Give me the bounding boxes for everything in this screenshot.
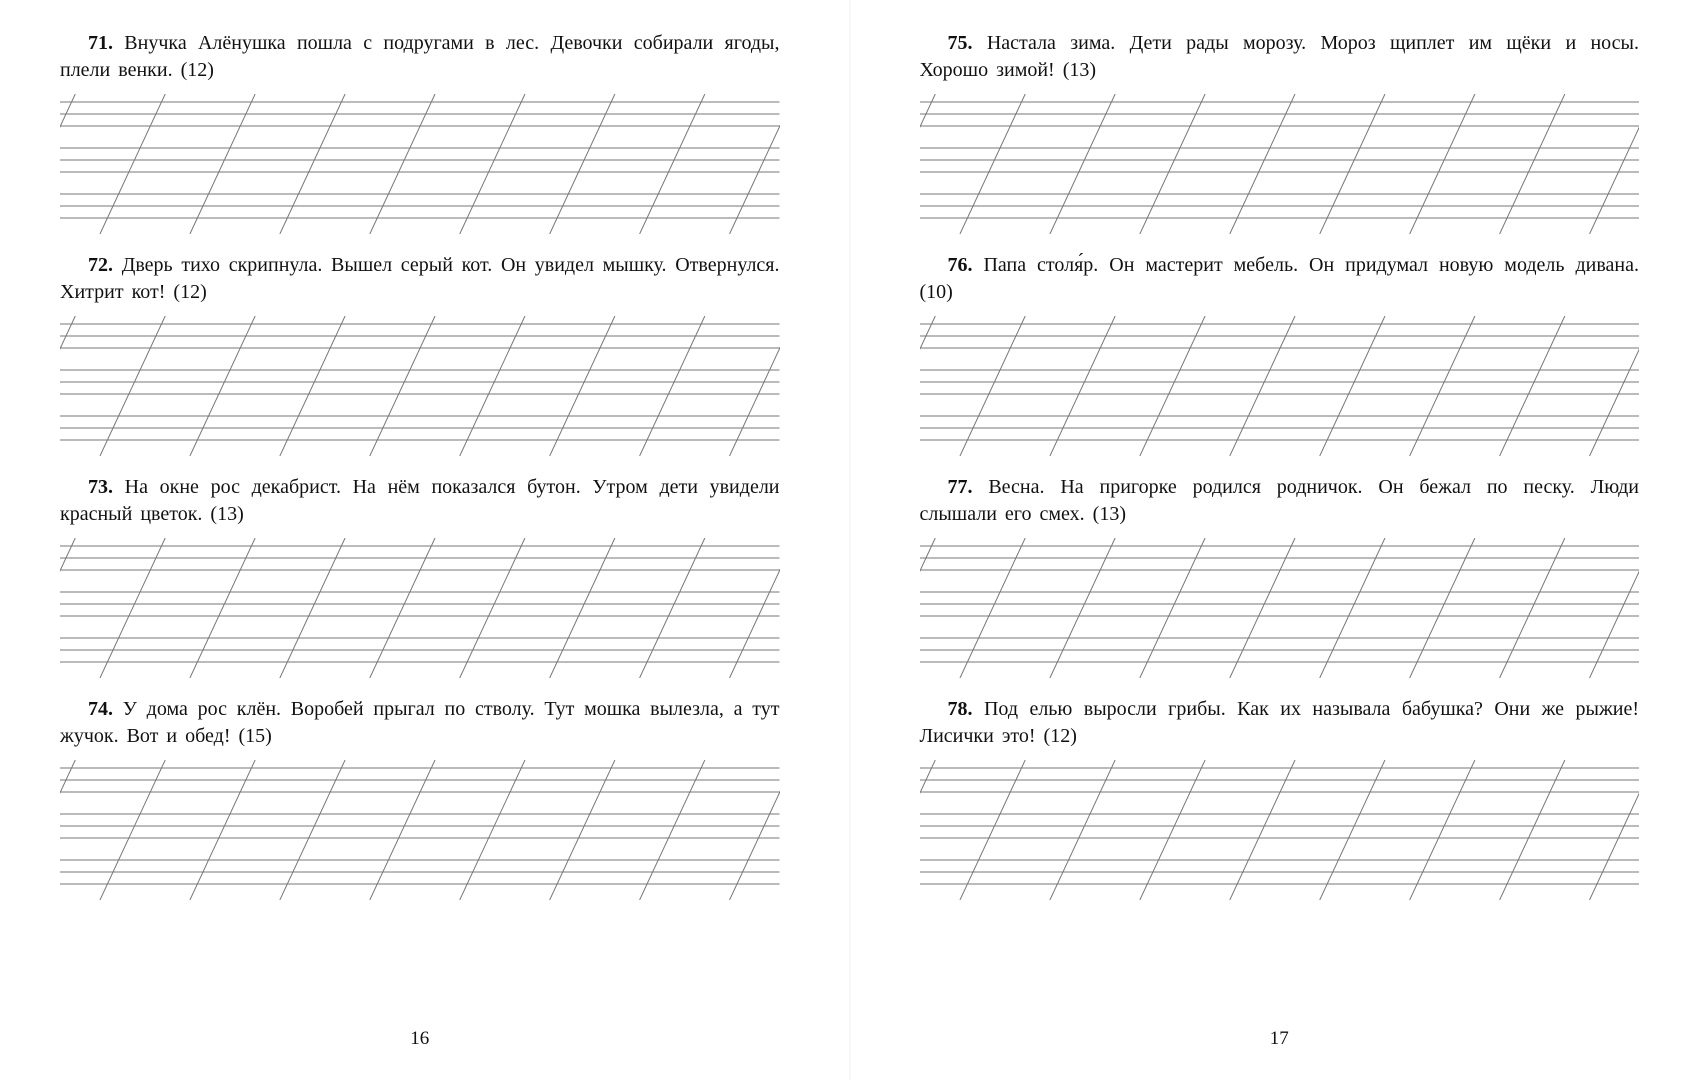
right-page: 75. Настала зима. Дети рады морозу. Моро… xyxy=(850,0,1699,1080)
writing-area xyxy=(60,538,780,678)
writing-area xyxy=(60,94,780,234)
exercise-number: 78. xyxy=(948,698,973,720)
exercise-body: Весна. На пригорке родился родничок. Он … xyxy=(920,476,1640,525)
page-spread: 71. Внучка Алёнушка пошла с подругами в … xyxy=(0,0,1699,1080)
writing-area xyxy=(920,94,1640,234)
left-page: 71. Внучка Алёнушка пошла с подругами в … xyxy=(0,0,850,1080)
exercise-body: Папа столя́р. Он мастерит мебель. Он при… xyxy=(920,254,1640,303)
exercise-text: 76. Папа столя́р. Он мастерит мебель. Он… xyxy=(920,252,1640,306)
exercise-73: 73. На окне рос декабрист. На нём показа… xyxy=(60,474,780,678)
exercise-body: У дома рос клён. Воробей прыгал по ствол… xyxy=(60,698,780,747)
exercise-text: 78. Под елью выросли грибы. Как их назыв… xyxy=(920,696,1640,750)
exercise-number: 72. xyxy=(88,254,113,276)
exercise-body: Настала зима. Дети рады морозу. Мороз щи… xyxy=(920,32,1640,81)
exercise-76: 76. Папа столя́р. Он мастерит мебель. Он… xyxy=(920,252,1640,456)
exercise-number: 74. xyxy=(88,698,113,720)
exercise-text: 75. Настала зима. Дети рады морозу. Моро… xyxy=(920,30,1640,84)
exercise-72: 72. Дверь тихо скрипнула. Вышел серый ко… xyxy=(60,252,780,456)
exercise-body: Внучка Алёнушка пошла с подругами в лес.… xyxy=(60,32,780,81)
exercise-number: 77. xyxy=(948,476,973,498)
exercise-78: 78. Под елью выросли грибы. Как их назыв… xyxy=(920,696,1640,900)
writing-area xyxy=(60,760,780,900)
exercise-number: 71. xyxy=(88,32,113,54)
page-number-left: 16 xyxy=(60,1022,780,1050)
writing-area xyxy=(920,538,1640,678)
exercise-text: 74. У дома рос клён. Воробей прыгал по с… xyxy=(60,696,780,750)
exercise-74: 74. У дома рос клён. Воробей прыгал по с… xyxy=(60,696,780,900)
exercise-number: 76. xyxy=(948,254,973,276)
exercise-text: 77. Весна. На пригорке родился родничок.… xyxy=(920,474,1640,528)
exercise-77: 77. Весна. На пригорке родился родничок.… xyxy=(920,474,1640,678)
exercise-text: 73. На окне рос декабрист. На нём показа… xyxy=(60,474,780,528)
exercise-body: Под елью выросли грибы. Как их называла … xyxy=(920,698,1640,747)
page-number-right: 17 xyxy=(920,1022,1640,1050)
exercise-number: 73. xyxy=(88,476,113,498)
exercise-body: Дверь тихо скрипнула. Вышел серый кот. О… xyxy=(60,254,780,303)
writing-area xyxy=(920,316,1640,456)
exercise-text: 71. Внучка Алёнушка пошла с подругами в … xyxy=(60,30,780,84)
exercise-75: 75. Настала зима. Дети рады морозу. Моро… xyxy=(920,30,1640,234)
exercise-71: 71. Внучка Алёнушка пошла с подругами в … xyxy=(60,30,780,234)
writing-area xyxy=(920,760,1640,900)
exercise-text: 72. Дверь тихо скрипнула. Вышел серый ко… xyxy=(60,252,780,306)
exercise-number: 75. xyxy=(948,32,973,54)
exercise-body: На окне рос декабрист. На нём показался … xyxy=(60,476,780,525)
writing-area xyxy=(60,316,780,456)
page-gutter-shadow xyxy=(849,0,851,1080)
